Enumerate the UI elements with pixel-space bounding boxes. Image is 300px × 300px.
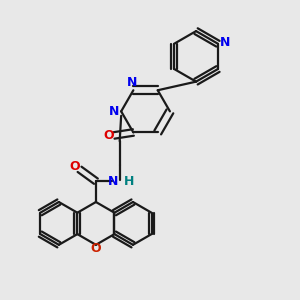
Text: O: O	[91, 242, 101, 255]
Text: N: N	[108, 175, 118, 188]
Text: N: N	[220, 36, 231, 49]
Text: O: O	[69, 160, 80, 173]
Text: H: H	[123, 175, 134, 188]
Text: O: O	[103, 129, 114, 142]
Text: N: N	[127, 76, 137, 89]
Text: N: N	[109, 105, 119, 118]
